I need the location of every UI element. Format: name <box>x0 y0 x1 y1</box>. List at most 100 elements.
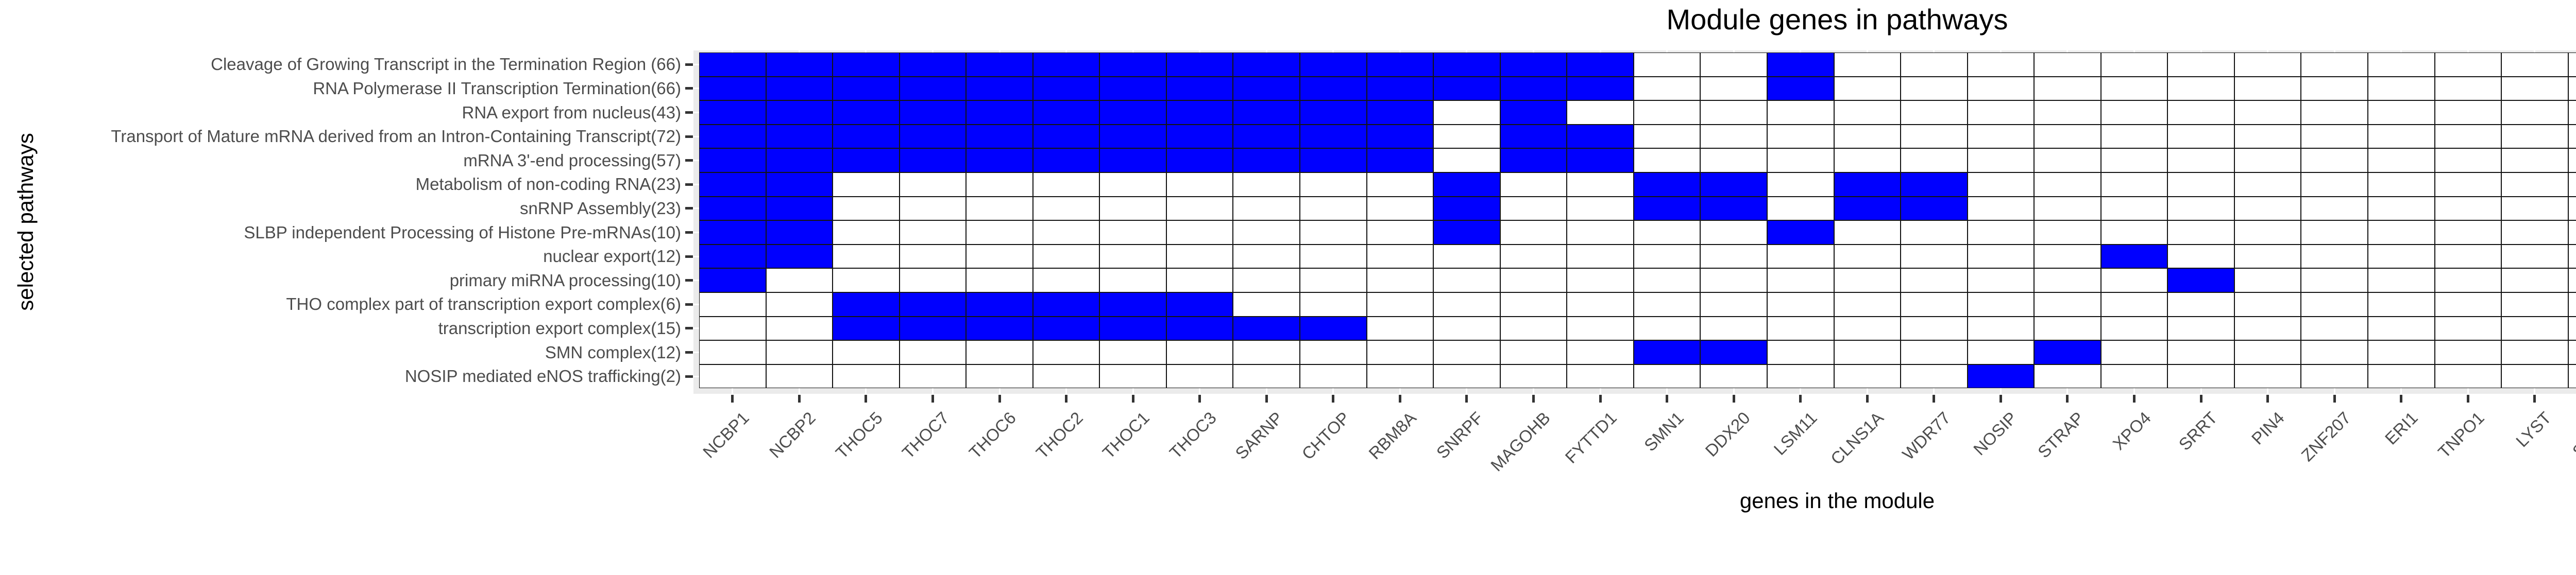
x-tick-mark <box>2400 395 2403 403</box>
heatmap-tile <box>699 172 766 197</box>
heatmap-tile <box>2301 268 2368 292</box>
pathway-label: SLBP independent Processing of Histone P… <box>244 222 681 242</box>
heatmap-tile <box>766 316 833 341</box>
heatmap-tile <box>1767 100 1834 125</box>
heatmap-tile <box>1099 292 1166 317</box>
heatmap-tile <box>1901 316 1968 341</box>
heatmap-tile <box>1500 292 1567 317</box>
heatmap-tile <box>2234 172 2301 197</box>
heatmap-tile <box>2034 100 2101 125</box>
heatmap-tile <box>699 292 766 317</box>
heatmap-tile <box>2568 53 2576 77</box>
heatmap-tile <box>1099 124 1166 149</box>
x-tick-mark <box>998 395 1001 403</box>
heatmap-tile <box>2034 220 2101 245</box>
heatmap-tile <box>1366 292 1434 317</box>
heatmap-tile <box>1166 124 1233 149</box>
heatmap-tile <box>1366 316 1434 341</box>
heatmap-tile <box>766 172 833 197</box>
heatmap-tile <box>2100 364 2168 389</box>
heatmap-tile <box>833 172 900 197</box>
heatmap-tile <box>1099 100 1166 125</box>
heatmap-tile <box>2301 100 2368 125</box>
pathway-label: RNA Polymerase II Transcription Terminat… <box>313 78 681 98</box>
heatmap-tile <box>1567 364 1634 389</box>
heatmap-tile <box>2568 364 2576 389</box>
y-tick-mark <box>685 135 693 138</box>
heatmap-tile <box>1433 340 1500 364</box>
pathway-label: RNA export from nucleus(43) <box>462 102 681 122</box>
x-tick-mark <box>1666 395 1669 403</box>
heatmap-tile <box>2100 172 2168 197</box>
heatmap-tile <box>2301 244 2368 269</box>
heatmap-tile <box>1834 53 1901 77</box>
heatmap-tile <box>1099 268 1166 292</box>
heatmap-tile <box>1967 244 2035 269</box>
heatmap-tile <box>1901 364 1968 389</box>
x-tick-mark <box>2466 395 2469 403</box>
heatmap-tile <box>699 220 766 245</box>
heatmap-tile <box>966 292 1033 317</box>
heatmap-tile <box>2501 76 2568 101</box>
heatmap-tile <box>699 100 766 125</box>
heatmap-tile <box>1767 76 1834 101</box>
heatmap-tile <box>1099 76 1166 101</box>
heatmap-tile <box>1633 148 1701 172</box>
heatmap-tile <box>2034 364 2101 389</box>
heatmap-tile <box>2100 148 2168 172</box>
heatmap-tile <box>1633 53 1701 77</box>
heatmap-tile <box>1700 148 1767 172</box>
heatmap-tile <box>1901 53 1968 77</box>
heatmap-tile <box>2100 340 2168 364</box>
x-tick-mark <box>2066 395 2069 403</box>
heatmap-tile <box>1166 220 1233 245</box>
heatmap-tile <box>1233 196 1300 221</box>
heatmap-tile <box>1166 364 1233 389</box>
heatmap-tile <box>1032 124 1100 149</box>
heatmap-tile <box>1166 316 1233 341</box>
heatmap-tile <box>2167 364 2234 389</box>
heatmap-tile <box>1567 340 1634 364</box>
heatmap-tile <box>1567 292 1634 317</box>
heatmap-tile <box>1233 268 1300 292</box>
heatmap-tile <box>1300 196 1367 221</box>
heatmap-tile <box>1767 196 1834 221</box>
heatmap-tile <box>2100 124 2168 149</box>
heatmap-tile <box>2368 172 2435 197</box>
heatmap-tile <box>1166 244 1233 269</box>
heatmap-tile <box>966 244 1033 269</box>
x-axis-title: genes in the module <box>1739 489 1935 513</box>
heatmap-panel <box>693 50 2576 394</box>
heatmap-tile <box>1901 124 1968 149</box>
heatmap-tile <box>1500 220 1567 245</box>
heatmap-tile <box>1366 196 1434 221</box>
heatmap-tile <box>1433 172 1500 197</box>
heatmap-tile <box>1834 340 1901 364</box>
heatmap-tile <box>1099 244 1166 269</box>
heatmap-tile <box>2234 53 2301 77</box>
x-tick-mark <box>1265 395 1268 403</box>
heatmap-tile <box>1967 148 2035 172</box>
heatmap-tile <box>699 340 766 364</box>
heatmap-tile <box>2368 316 2435 341</box>
heatmap-tile <box>1700 316 1767 341</box>
heatmap-tile <box>1700 124 1767 149</box>
heatmap-tile <box>966 220 1033 245</box>
heatmap-tile <box>699 316 766 341</box>
heatmap-tile <box>699 196 766 221</box>
heatmap-tile <box>1032 53 1100 77</box>
heatmap-tile <box>1366 124 1434 149</box>
y-tick-mark <box>685 327 693 330</box>
x-tick-mark <box>1933 395 1936 403</box>
heatmap-tile <box>1300 220 1367 245</box>
heatmap-tile <box>1901 244 1968 269</box>
heatmap-tile <box>2434 53 2502 77</box>
heatmap-tile <box>2434 220 2502 245</box>
heatmap-tile <box>1099 340 1166 364</box>
heatmap-tile <box>699 124 766 149</box>
heatmap-tile <box>2301 53 2368 77</box>
heatmap-tile <box>1233 316 1300 341</box>
heatmap-tile <box>899 292 967 317</box>
heatmap-tile <box>2501 292 2568 317</box>
heatmap-tile <box>2301 124 2368 149</box>
